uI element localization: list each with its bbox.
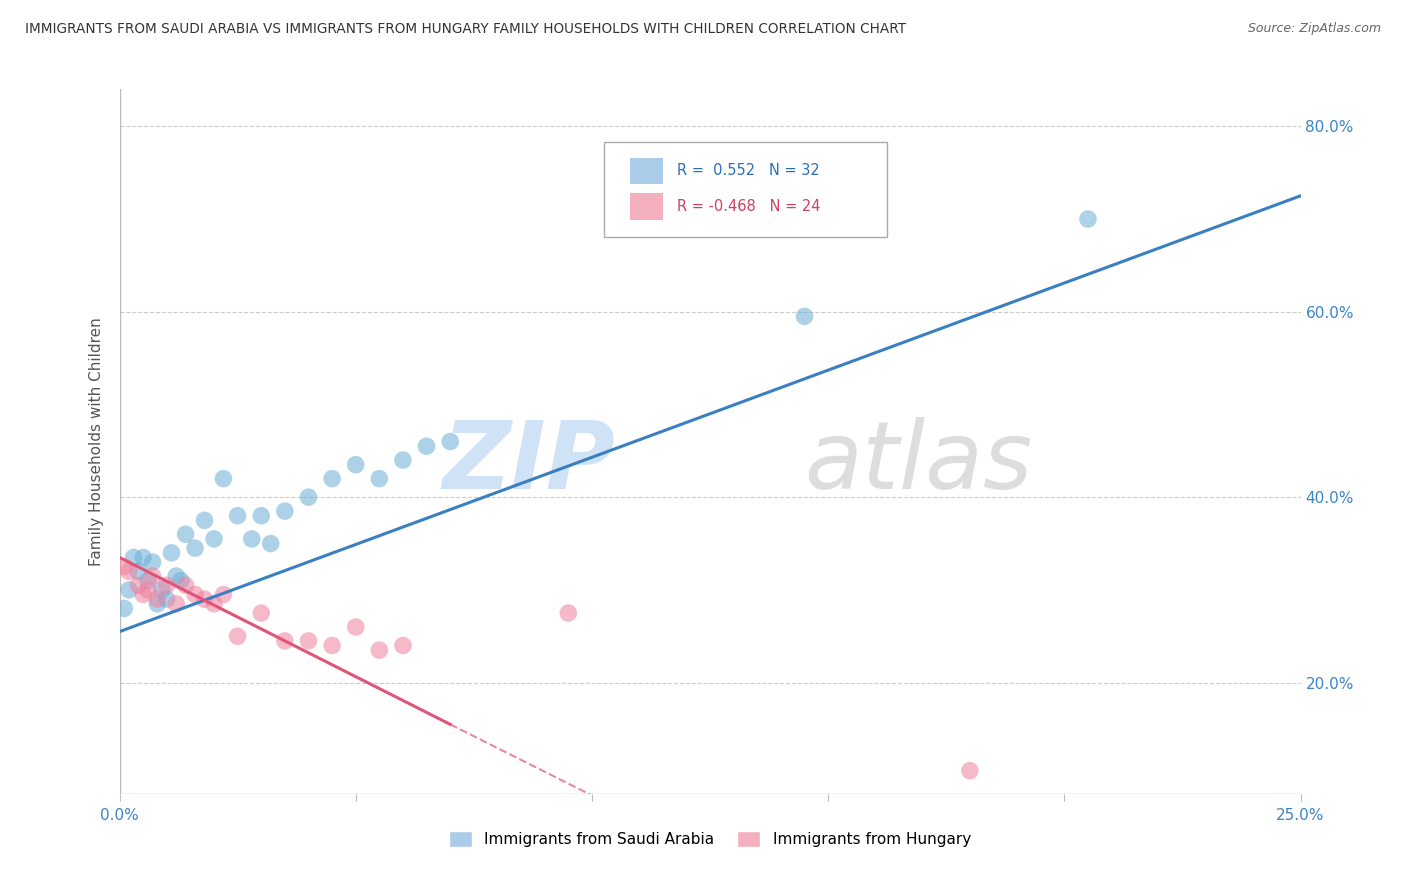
Point bbox=[274, 504, 297, 518]
Point bbox=[274, 633, 297, 648]
Point bbox=[193, 592, 215, 607]
Point bbox=[165, 569, 187, 583]
Point bbox=[392, 453, 415, 467]
Point bbox=[142, 569, 165, 583]
Point bbox=[344, 458, 367, 472]
Point bbox=[250, 606, 273, 620]
Point bbox=[174, 578, 197, 592]
Point bbox=[297, 633, 319, 648]
Point bbox=[297, 490, 319, 504]
Point bbox=[226, 508, 249, 523]
Point bbox=[184, 541, 207, 556]
Point bbox=[132, 588, 155, 602]
Point bbox=[112, 559, 135, 574]
Point bbox=[170, 574, 193, 588]
Text: R =  0.552   N = 32: R = 0.552 N = 32 bbox=[676, 163, 820, 178]
Point bbox=[392, 639, 415, 653]
Point bbox=[156, 578, 179, 592]
Point bbox=[165, 597, 187, 611]
Point bbox=[557, 606, 579, 620]
Point bbox=[439, 434, 461, 449]
Point bbox=[250, 508, 273, 523]
Text: IMMIGRANTS FROM SAUDI ARABIA VS IMMIGRANTS FROM HUNGARY FAMILY HOUSEHOLDS WITH C: IMMIGRANTS FROM SAUDI ARABIA VS IMMIGRAN… bbox=[25, 22, 907, 37]
FancyBboxPatch shape bbox=[630, 158, 662, 185]
Point bbox=[415, 439, 437, 453]
Point bbox=[146, 597, 169, 611]
Point bbox=[160, 546, 183, 560]
Point bbox=[136, 574, 159, 588]
Point bbox=[321, 472, 343, 486]
Text: atlas: atlas bbox=[804, 417, 1033, 508]
Point bbox=[368, 643, 391, 657]
Point bbox=[202, 597, 225, 611]
Point bbox=[146, 592, 169, 607]
Point bbox=[212, 588, 235, 602]
FancyBboxPatch shape bbox=[603, 142, 887, 237]
Point bbox=[132, 550, 155, 565]
Point bbox=[212, 472, 235, 486]
Point bbox=[127, 578, 149, 592]
Legend: Immigrants from Saudi Arabia, Immigrants from Hungary: Immigrants from Saudi Arabia, Immigrants… bbox=[443, 825, 977, 853]
Point bbox=[184, 588, 207, 602]
Point bbox=[127, 565, 149, 579]
Point bbox=[226, 629, 249, 643]
Point bbox=[118, 565, 141, 579]
Point bbox=[112, 601, 135, 615]
Text: Source: ZipAtlas.com: Source: ZipAtlas.com bbox=[1247, 22, 1381, 36]
Point bbox=[959, 764, 981, 778]
Point bbox=[793, 310, 815, 324]
Point bbox=[368, 472, 391, 486]
Point bbox=[193, 513, 215, 527]
Point bbox=[142, 555, 165, 569]
Point bbox=[1077, 212, 1099, 227]
Y-axis label: Family Households with Children: Family Households with Children bbox=[89, 318, 104, 566]
Point bbox=[118, 582, 141, 597]
Point bbox=[156, 592, 179, 607]
Point bbox=[321, 639, 343, 653]
Point bbox=[240, 532, 263, 546]
Point bbox=[136, 582, 159, 597]
Point bbox=[122, 550, 145, 565]
Point bbox=[202, 532, 225, 546]
FancyBboxPatch shape bbox=[630, 193, 662, 219]
Point bbox=[174, 527, 197, 541]
Text: R = -0.468   N = 24: R = -0.468 N = 24 bbox=[676, 199, 821, 214]
Point bbox=[260, 536, 283, 550]
Point bbox=[344, 620, 367, 634]
Text: ZIP: ZIP bbox=[443, 417, 616, 508]
Point bbox=[150, 582, 173, 597]
